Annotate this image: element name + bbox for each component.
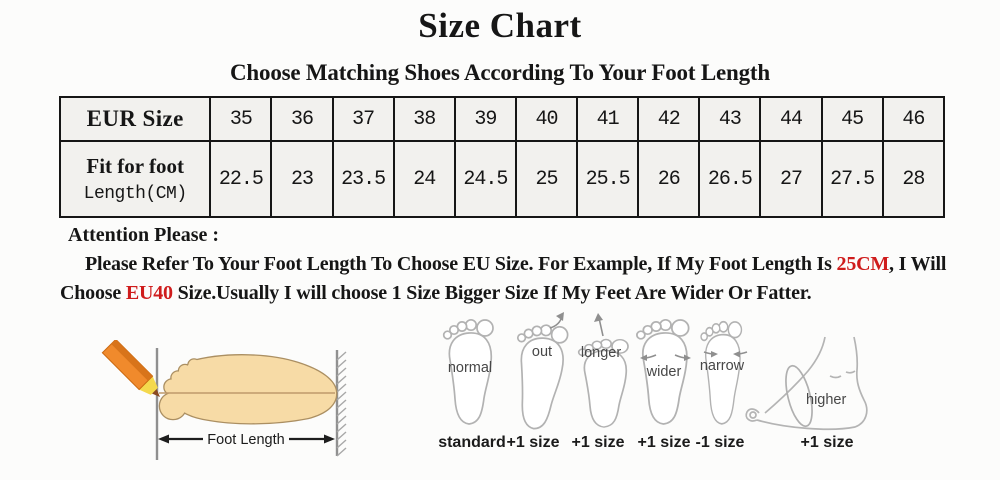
eur-size-row: EUR Size 35 36 37 38 39 40 41 42 43 44 4… [58, 96, 946, 142]
eur-size-cell: 43 [698, 96, 762, 142]
foot-wider-illustration: wider [635, 318, 691, 425]
page-title: Size Chart [418, 6, 582, 45]
eur-size-cell: 41 [576, 96, 640, 142]
attention-paragraph: Please Refer To Your Foot Length To Choo… [60, 250, 952, 307]
foot-length-highlight: 25CM [836, 253, 890, 275]
attention-text-2: , I Will Choose [60, 253, 947, 304]
foot-length-arrow-label: Foot Length [207, 432, 284, 448]
foot-length-cell: 27.5 [820, 140, 884, 218]
attention-text-3: Size.Usually I will choose 1 Size Bigger… [172, 281, 812, 304]
eur-size-cell: 37 [331, 96, 395, 142]
wider-size-label: +1 size [638, 434, 691, 451]
foot-length-cell: 25 [514, 140, 579, 218]
heel-wall [335, 350, 347, 457]
fit-for-foot-label: Fit for foot [86, 154, 184, 178]
foot-length-cell: 25.5 [576, 140, 640, 218]
eur-size-cell: 35 [209, 96, 273, 142]
foot-top-view [158, 354, 338, 425]
foot-length-row-header: Fit for foot Length(CM) [58, 140, 212, 218]
eur-size-cell: 38 [392, 96, 456, 142]
foot-length-cell: 24 [392, 140, 456, 218]
longer-label: longer [581, 345, 621, 361]
instep-loop [785, 364, 813, 428]
eu-size-highlight: EU40 [125, 281, 173, 304]
foot-length-cell: 23.5 [331, 140, 395, 218]
foot-higher-illustration: higher [745, 336, 868, 431]
attention-text-1: Please Refer To Your Foot Length To Choo… [85, 253, 837, 275]
eur-size-cell: 42 [637, 96, 701, 142]
eur-size-cell: 36 [270, 96, 334, 142]
foot-normal-illustration: normal [442, 318, 494, 425]
standard-size-label: standard [438, 434, 506, 451]
foot-measure-illustration: Foot Length [101, 340, 347, 460]
foot-longer-illustration: longer [577, 313, 629, 428]
foot-length-cell: 28 [881, 140, 946, 218]
eur-size-label: EUR Size [86, 106, 184, 131]
higher-label: higher [806, 392, 846, 408]
narrow-label: narrow [700, 358, 745, 374]
foot-length-cell: 26.5 [698, 140, 762, 218]
size-table: EUR Size 35 36 37 38 39 40 41 42 43 44 4… [58, 96, 946, 218]
eur-size-cell: 44 [759, 96, 823, 142]
foot-out-illustration: out [507, 312, 570, 432]
narrow-size-label: -1 size [696, 434, 745, 451]
out-size-label: +1 size [507, 434, 560, 451]
eur-size-cell: 45 [820, 96, 884, 142]
eur-size-cell: 40 [514, 96, 579, 142]
higher-size-label: +1 size [801, 434, 854, 451]
eur-size-cell: 46 [881, 96, 946, 142]
eur-size-cell: 39 [453, 96, 517, 142]
foot-length-arrow [158, 434, 335, 444]
foot-length-cell: 24.5 [453, 140, 517, 218]
foot-shape-guide: normal out longer wider [438, 312, 868, 451]
normal-label: normal [448, 360, 492, 376]
pencil-icon [101, 340, 160, 397]
foot-length-cell: 26 [637, 140, 701, 218]
length-cm-label: Length(CM) [83, 184, 188, 204]
attention-heading: Attention Please : [68, 224, 220, 246]
out-label: out [532, 344, 552, 360]
foot-length-cell: 23 [270, 140, 334, 218]
foot-narrow-illustration: narrow [700, 320, 748, 425]
eur-size-row-header: EUR Size [58, 96, 212, 142]
page-subtitle: Choose Matching Shoes According To Your … [230, 60, 770, 85]
longer-arrow [598, 317, 604, 337]
foot-length-cell: 22.5 [209, 140, 273, 218]
longer-size-label: +1 size [572, 434, 625, 451]
foot-length-cell: 27 [759, 140, 823, 218]
wider-label: wider [646, 364, 682, 380]
foot-length-row: Fit for foot Length(CM) 22.5 23 23.5 24 … [58, 140, 946, 218]
